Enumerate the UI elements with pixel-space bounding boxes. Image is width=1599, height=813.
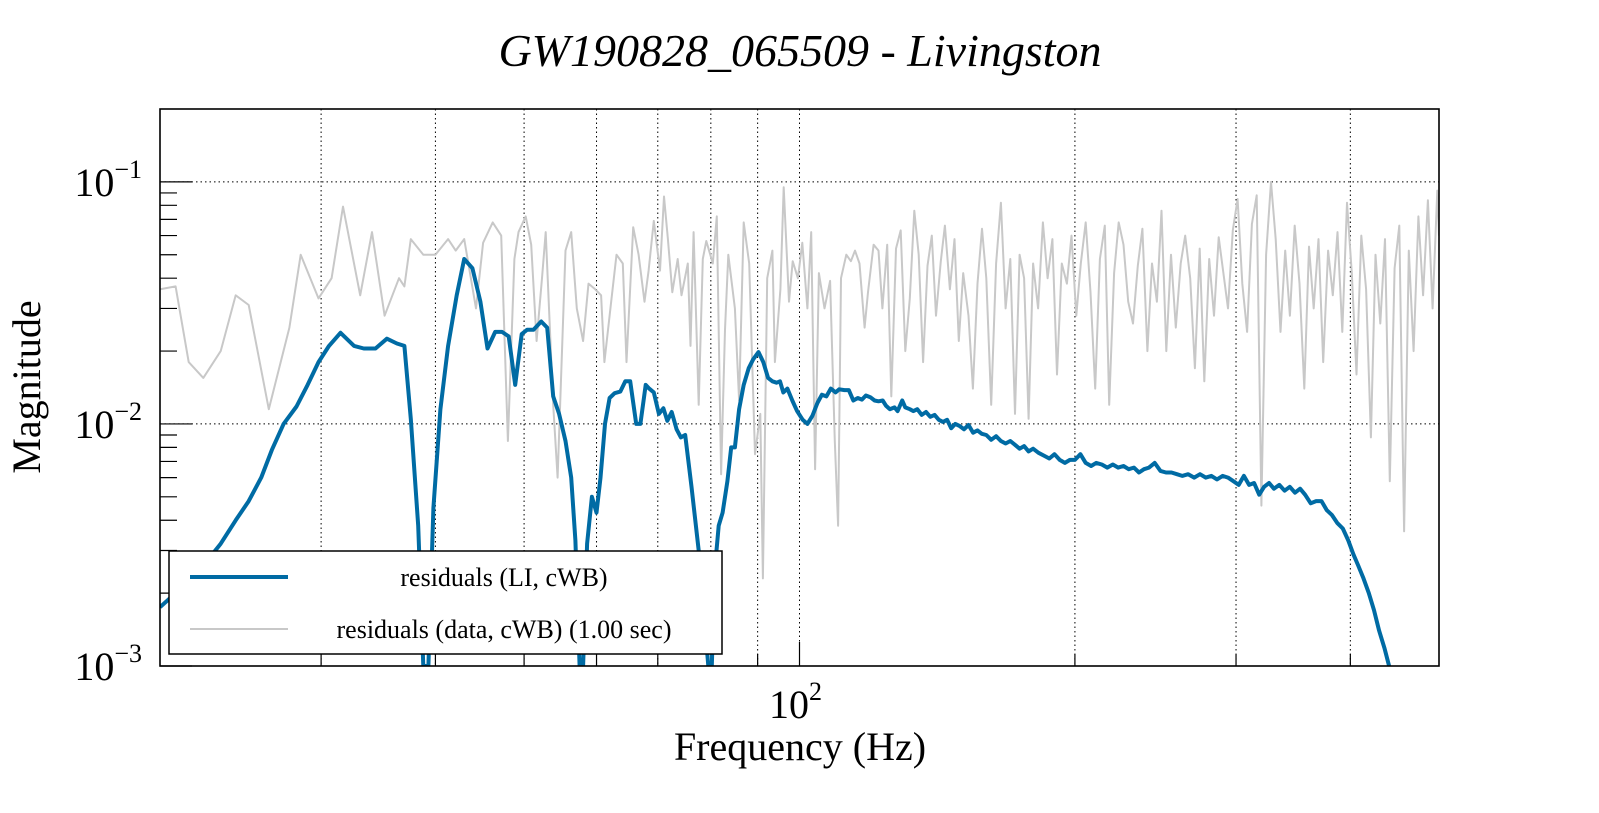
series-layer — [160, 180, 1439, 666]
x-axis-label: Frequency (Hz) — [674, 724, 926, 769]
legend: residuals (LI, cWB) residuals (data, cWB… — [168, 550, 723, 655]
x-tick-label: 102 — [769, 677, 822, 727]
plot-frame — [159, 108, 1440, 667]
y-axis-label: Magnitude — [4, 300, 49, 473]
series-line-data — [160, 180, 1439, 580]
tick-labels: 10−1 10−2 10−3 102 — [74, 155, 822, 727]
legend-label-data: residuals (data, cWB) (1.00 sec) — [337, 615, 672, 644]
y-tick-label: 10−3 — [74, 639, 142, 689]
series-line-li — [160, 257, 1392, 666]
legend-label-li: residuals (LI, cWB) — [400, 563, 607, 592]
legend-box — [168, 550, 723, 655]
chart-title: GW190828_065509 - Livingston — [498, 25, 1101, 76]
y-tick-label: 10−1 — [74, 155, 142, 205]
y-tick-label: 10−2 — [74, 397, 142, 447]
